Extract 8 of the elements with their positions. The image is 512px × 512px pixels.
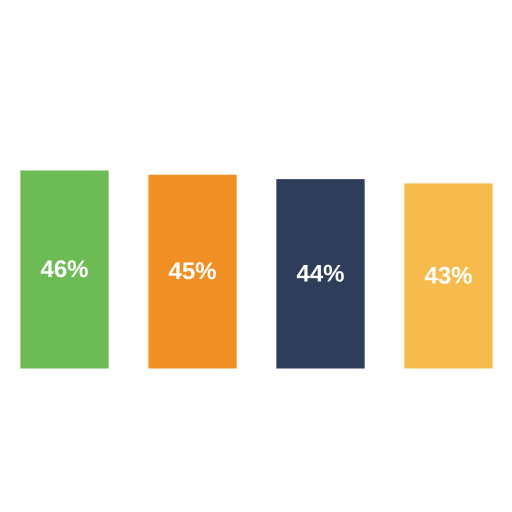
data-label: 46% [40, 256, 89, 283]
data-label: 44% [296, 260, 345, 288]
bar [404, 183, 493, 368]
bar [148, 174, 237, 368]
data-label: 43% [424, 262, 473, 290]
data-label: 45% [168, 258, 217, 286]
bar [20, 170, 109, 368]
bar [276, 179, 365, 368]
